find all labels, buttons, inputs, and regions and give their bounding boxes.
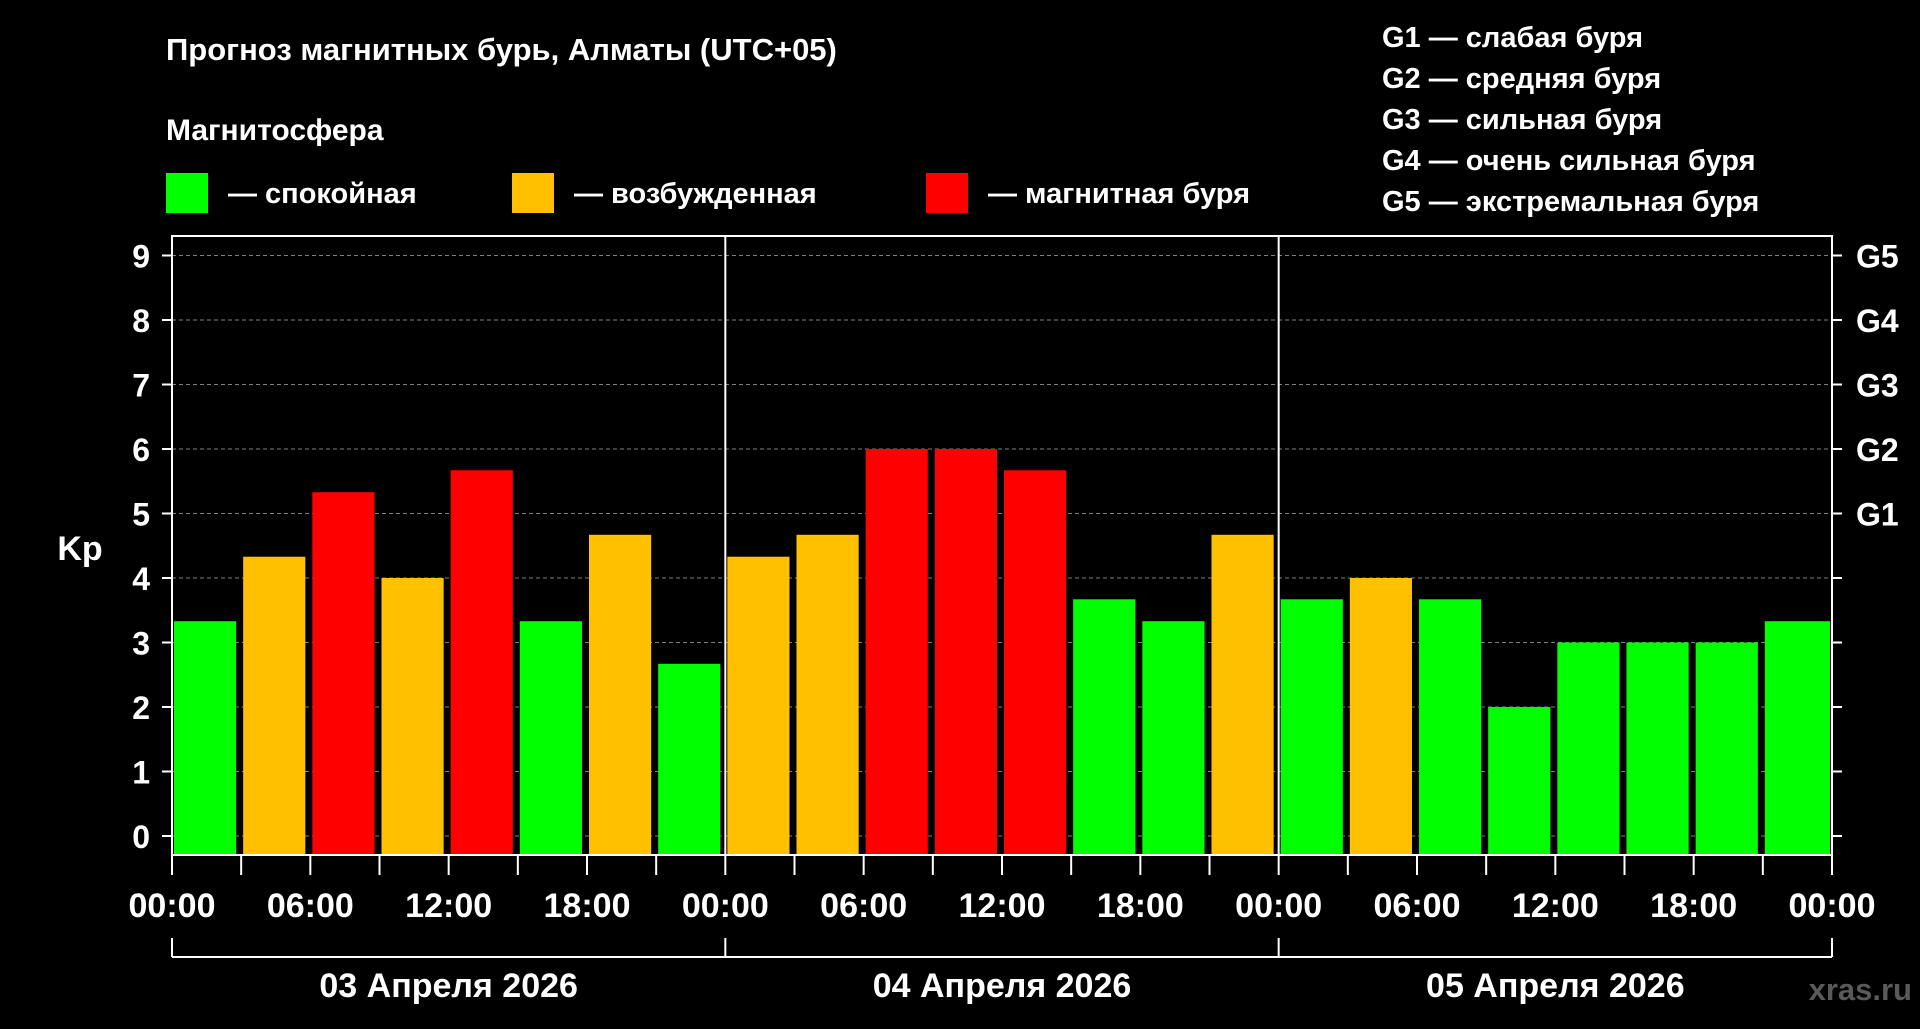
g-level-label-G5: G5 [1856,239,1899,275]
kp-bar-22 [1695,642,1758,855]
legend-title: Магнитосфера [166,114,384,147]
kp-bar-10 [865,449,928,855]
chart-title: Прогноз магнитных бурь, Алматы (UTC+05) [166,32,837,67]
kp-bar-20 [1557,642,1620,855]
y-tick-label-0: 0 [132,819,150,855]
g-scale-g1: G1 — слабая буря [1382,22,1643,54]
x-tick-label-9: 06:00 [1374,887,1461,925]
x-tick-label-10: 12:00 [1512,887,1599,925]
kp-bar-8 [727,556,790,855]
y-tick-label-3: 3 [132,626,150,662]
g-scale-g3: G3 — сильная буря [1382,104,1662,136]
y-tick-label-8: 8 [132,303,150,339]
g-level-label-G4: G4 [1856,303,1899,339]
kp-bar-11 [934,449,997,855]
kp-bar-6 [589,534,652,855]
x-tick-label-12: 00:00 [1789,887,1876,925]
x-tick-label-7: 18:00 [1097,887,1184,925]
legend-label-active: — возбужденная [574,178,817,210]
day-label-2: 05 Апреля 2026 [1426,967,1685,1005]
y-tick-label-1: 1 [132,755,150,791]
kp-bar-2 [312,492,375,855]
kp-bar-12 [1004,470,1067,855]
kp-bar-0 [174,621,237,855]
kp-bar-19 [1488,707,1551,855]
kp-bar-7 [658,663,721,855]
kp-bar-3 [381,578,444,855]
y-tick-label-7: 7 [132,368,150,404]
kp-bar-21 [1626,642,1689,855]
y-tick-label-2: 2 [132,690,150,726]
legend-swatch-active [512,173,554,213]
y-tick-label-4: 4 [132,561,150,597]
kp-bar-4 [450,470,513,855]
kp-bar-18 [1419,599,1482,855]
g-scale-g2: G2 — средняя буря [1382,63,1661,95]
x-tick-label-11: 18:00 [1650,887,1737,925]
legend-label-storm: — магнитная буря [988,178,1250,210]
legend-swatch-quiet [166,173,208,213]
g-scale-g5: G5 — экстремальная буря [1382,186,1759,218]
day-label-1: 04 Апреля 2026 [873,967,1132,1005]
x-tick-label-1: 06:00 [267,887,354,925]
kp-bar-13 [1073,599,1136,855]
day-label-0: 03 Апреля 2026 [319,967,578,1005]
kp-bar-16 [1280,599,1343,855]
kp-bar-9 [796,534,859,855]
kp-bar-5 [519,621,582,855]
g-level-label-G3: G3 [1856,368,1899,404]
x-tick-label-6: 12:00 [959,887,1046,925]
y-tick-label-9: 9 [132,239,150,275]
x-tick-label-0: 00:00 [129,887,216,925]
x-tick-label-3: 18:00 [544,887,631,925]
kp-bar-14 [1142,621,1205,855]
x-tick-label-4: 00:00 [682,887,769,925]
y-axis-label: Kp [57,530,102,568]
x-tick-label-2: 12:00 [405,887,492,925]
y-tick-label-6: 6 [132,432,150,468]
x-tick-label-5: 06:00 [820,887,907,925]
x-tick-label-8: 00:00 [1235,887,1322,925]
kp-bar-17 [1349,578,1412,855]
kp-bar-15 [1211,534,1274,855]
kp-bar-23 [1764,621,1830,855]
g-level-label-G2: G2 [1856,432,1899,468]
g-level-label-G1: G1 [1856,497,1899,533]
watermark: xras.ru [1809,972,1912,1007]
legend-swatch-storm [926,173,968,213]
kp-bar-1 [243,556,306,855]
legend-label-quiet: — спокойная [228,178,417,210]
plot-area: 0 1 2 3 4 5 6 7 8 9 G1 G2 G3 G4 G5 00:00 06:00 12:00 18:00… [129,235,1899,1005]
g-scale-g4: G4 — очень сильная буря [1382,145,1756,177]
y-tick-label-5: 5 [132,497,150,533]
